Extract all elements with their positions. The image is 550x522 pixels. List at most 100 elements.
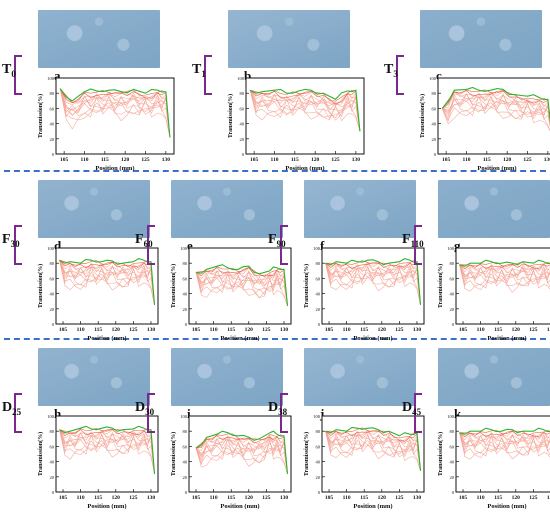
- micrograph-image: [228, 10, 350, 68]
- y-tick-label: 20: [240, 137, 245, 142]
- x-tick-label: 110: [271, 157, 279, 163]
- y-axis-label: Transmission(%): [170, 264, 177, 308]
- group-letter: F: [135, 232, 144, 247]
- group-letter: F: [268, 232, 277, 247]
- y-tick-label: 100: [447, 414, 455, 419]
- y-tick-label: 80: [316, 261, 321, 266]
- group-letter: D: [2, 400, 12, 415]
- x-tick-label: 130: [280, 327, 289, 333]
- y-tick-label: 60: [50, 106, 55, 111]
- micrograph-image: [438, 180, 550, 238]
- y-tick-label: 40: [50, 122, 55, 127]
- y-tick-label: 0: [434, 152, 437, 157]
- group-subscript: 1: [201, 69, 206, 79]
- y-tick-label: 80: [450, 261, 455, 266]
- x-tick-label: 110: [477, 327, 485, 333]
- x-tick-label: 105: [325, 327, 334, 333]
- x-axis-label: Position (mm): [487, 503, 526, 510]
- x-tick-label: 115: [494, 495, 502, 501]
- y-tick-label: 60: [316, 276, 321, 281]
- y-tick-label: 0: [52, 152, 55, 157]
- group-label: D30: [135, 400, 154, 417]
- group-subscript: 0: [11, 69, 16, 79]
- x-tick-label: 120: [512, 327, 521, 333]
- y-axis-label: Transmission(%): [37, 94, 44, 138]
- y-tick-label: 40: [316, 292, 321, 297]
- group-label: D38: [268, 400, 287, 417]
- y-tick-label: 100: [237, 76, 245, 81]
- group-subscript: 90: [277, 239, 286, 249]
- y-tick-label: 100: [47, 246, 55, 251]
- x-tick-label: 125: [395, 327, 404, 333]
- micrograph-image: [38, 180, 150, 238]
- x-tick-label: 115: [360, 495, 368, 501]
- y-tick-label: 0: [452, 490, 455, 495]
- y-tick-label: 0: [452, 322, 455, 327]
- x-tick-label: 130: [413, 327, 422, 333]
- group-letter: D: [135, 400, 145, 415]
- group-letter: F: [402, 232, 411, 247]
- x-tick-label: 130: [280, 495, 289, 501]
- x-tick-label: 130: [147, 327, 156, 333]
- y-axis-label: Transmission(%): [303, 264, 310, 308]
- x-tick-label: 130: [147, 495, 156, 501]
- x-tick-label: 125: [523, 157, 532, 163]
- x-tick-label: 115: [101, 157, 109, 163]
- x-tick-label: 130: [162, 157, 171, 163]
- x-tick-label: 120: [112, 495, 121, 501]
- y-tick-label: 100: [447, 246, 455, 251]
- y-axis-label: Transmission(%): [437, 432, 444, 476]
- group-subscript: 30: [11, 239, 20, 249]
- group-label: F110: [402, 232, 424, 249]
- y-tick-label: 100: [47, 76, 55, 81]
- group-letter: D: [402, 400, 412, 415]
- y-tick-label: 100: [313, 246, 321, 251]
- x-tick-label: 130: [413, 495, 422, 501]
- micrograph-image: [171, 348, 283, 406]
- x-tick-label: 130: [544, 157, 550, 163]
- y-tick-label: 40: [432, 122, 437, 127]
- group-label: F60: [135, 232, 153, 249]
- x-tick-label: 115: [94, 495, 102, 501]
- y-tick-label: 20: [450, 307, 455, 312]
- x-tick-label: 125: [529, 327, 538, 333]
- y-tick-label: 80: [240, 91, 245, 96]
- y-tick-label: 80: [316, 429, 321, 434]
- y-tick-label: 0: [52, 490, 55, 495]
- x-tick-label: 120: [245, 495, 254, 501]
- y-tick-label: 0: [185, 322, 188, 327]
- group-letter: T: [384, 62, 393, 77]
- y-tick-label: 20: [183, 475, 188, 480]
- group-letter: F: [2, 232, 11, 247]
- micrograph-image: [38, 10, 160, 68]
- x-tick-label: 110: [81, 157, 89, 163]
- y-axis-label: Transmission(%): [227, 94, 234, 138]
- x-axis-label: Position (mm): [87, 335, 126, 342]
- y-tick-label: 0: [185, 490, 188, 495]
- x-axis-label: Position (mm): [353, 503, 392, 510]
- y-tick-label: 0: [242, 152, 245, 157]
- y-tick-label: 20: [450, 475, 455, 480]
- y-tick-label: 40: [50, 460, 55, 465]
- x-tick-label: 110: [343, 327, 351, 333]
- x-tick-label: 125: [395, 495, 404, 501]
- x-tick-label: 130: [352, 157, 361, 163]
- y-tick-label: 80: [450, 429, 455, 434]
- x-axis-label: Position (mm): [285, 165, 324, 172]
- x-tick-label: 105: [459, 327, 468, 333]
- y-tick-label: 80: [50, 261, 55, 266]
- x-tick-label: 105: [59, 327, 68, 333]
- y-axis-label: Transmission(%): [37, 432, 44, 476]
- x-axis-label: Position (mm): [95, 165, 134, 172]
- y-tick-label: 20: [432, 137, 437, 142]
- y-axis-label: Transmission(%): [437, 264, 444, 308]
- group-letter: D: [268, 400, 278, 415]
- micrograph-image: [420, 10, 542, 68]
- y-tick-label: 100: [180, 414, 188, 419]
- x-tick-label: 120: [378, 495, 387, 501]
- x-tick-label: 105: [192, 495, 201, 501]
